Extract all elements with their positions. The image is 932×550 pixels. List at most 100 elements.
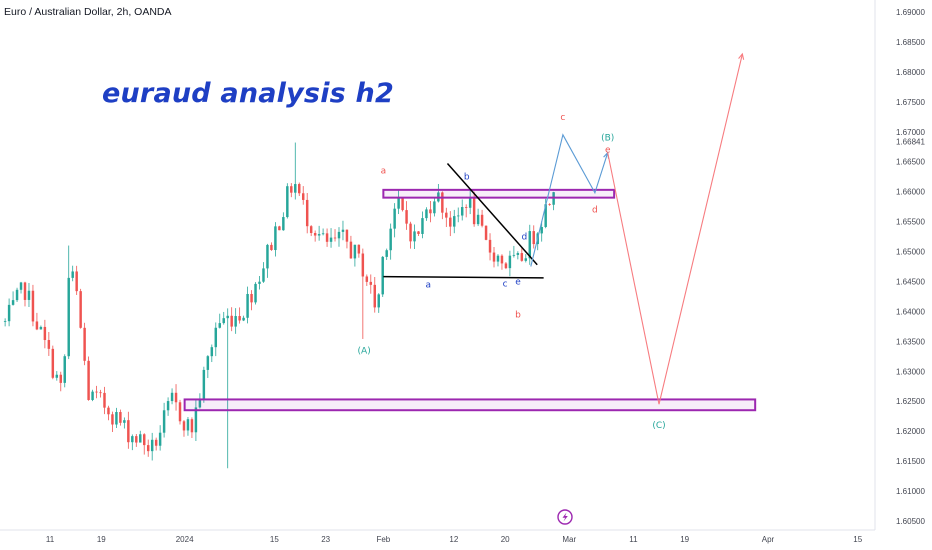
candle-body [504,263,508,269]
x-tick-label: Mar [562,535,576,544]
y-tick-label: 1.66841 [896,137,925,146]
candle-body [186,419,190,431]
candle-body [385,250,388,257]
wave-projection-path [607,53,743,405]
candle-body [190,419,194,433]
x-tick-label: Apr [762,535,775,544]
candle-body [520,253,524,261]
candle-body [512,254,516,256]
candle-body [83,327,86,361]
wave-label: d [592,206,598,216]
x-tick-label: 19 [680,535,689,544]
candle-body [154,439,158,446]
y-tick-label: 1.65500 [896,218,925,227]
candle-body [532,231,535,245]
y-tick-label: 1.63500 [896,337,925,346]
candle-body [369,281,373,285]
candle-body [119,412,122,423]
candle-body [150,439,154,452]
y-tick-label: 1.68000 [896,68,925,77]
candle-body [230,315,233,327]
candle-body [214,327,218,348]
y-tick-label: 1.61000 [896,487,925,496]
wave-label: (C) [652,421,665,431]
candle-body [143,434,146,446]
candle-body [270,244,273,251]
candle-body [170,392,174,402]
candle-body [91,391,94,400]
y-tick-label: 1.68500 [896,38,925,47]
support-resistance-zone [382,188,616,199]
candle-body [43,326,47,341]
candle-body [210,347,214,357]
wave-label: b [464,173,470,183]
y-tick-label: 1.64000 [896,307,925,316]
wave-label: a [425,280,431,290]
candle-body [23,282,27,300]
candle-body [127,420,130,443]
wave-label: d [522,233,528,243]
candle-body [174,392,178,403]
candle-body [139,434,142,443]
candle-body [449,217,452,227]
tradingview-bolt-icon [557,509,573,525]
candle-body [246,293,249,318]
x-tick-label: 19 [97,535,106,544]
candle-body [405,210,408,224]
y-tick-label: 1.69000 [896,8,925,17]
wave-label: e [515,277,521,287]
candle-body [341,229,345,232]
candle-body [429,209,432,214]
candle-body [162,410,166,433]
candle-body [393,208,396,229]
x-tick-label: 15 [853,535,862,544]
candle-body [11,300,15,305]
x-tick-label: 20 [501,535,510,544]
candle-body [250,293,253,303]
y-tick-label: 1.67000 [896,128,925,137]
candle-body [500,255,504,264]
candle-body [349,241,353,259]
y-tick-label: 1.67500 [896,98,925,107]
candle-body [313,233,317,236]
candle-body [218,323,221,328]
candle-body [39,326,43,330]
candle-body [67,277,70,357]
wave-label: a [381,167,387,177]
candle-body [47,340,51,349]
candle-body [421,218,424,234]
candle-body [301,193,305,200]
candle-body [484,225,488,240]
candle-body [178,402,182,422]
y-tick-label: 1.62500 [896,397,925,406]
candle-body [361,253,365,277]
candle-body [309,226,313,234]
candle-body [468,198,472,208]
candle-body [135,436,138,443]
candle-body [325,233,329,242]
x-tick-label: 11 [46,535,55,544]
candle-body [131,436,134,443]
candle-body [206,356,210,370]
candle-body [329,237,333,242]
candle-body [516,253,520,255]
candle-body [27,290,31,300]
candle-body [381,256,384,295]
candle-body [409,223,412,242]
candle-body [460,207,464,216]
candle-body [95,391,98,393]
candle-body [146,445,150,452]
candle-body [115,412,118,425]
candle-body [317,234,321,236]
candle-body [353,244,357,259]
candle-body [99,392,102,394]
candle-body [457,215,460,217]
candle-body [472,198,476,225]
candle-body [389,228,392,251]
x-tick-label: 15 [270,535,279,544]
candle-body [123,420,126,423]
candle-body [445,212,448,218]
analysis-headline: euraud analysis h2 [102,78,394,109]
candle-body [540,226,543,234]
